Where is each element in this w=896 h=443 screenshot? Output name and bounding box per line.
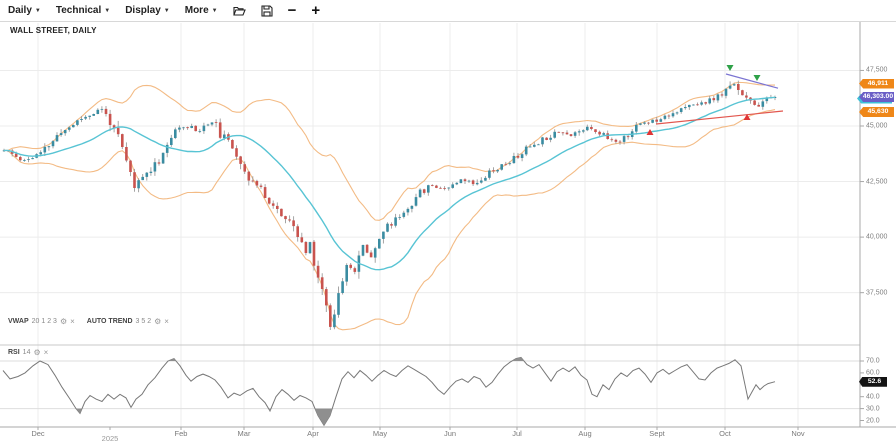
chevron-down-icon: ▼ (34, 7, 41, 14)
vwap-indicator: VWAP 20 1 2 3 ⚙ × (8, 317, 75, 326)
rsi-label: RSI (8, 349, 20, 356)
chevron-down-icon: ▼ (211, 7, 218, 14)
chevron-down-icon: ▼ (104, 7, 111, 14)
menu-more-label: More (184, 5, 209, 16)
rsi-value-badge: 52.6 (859, 376, 887, 387)
symbol-label: WALL STREET, DAILY (10, 26, 97, 35)
rsi-axis-label: 30.0 (866, 405, 880, 413)
rsi-indicator: RSI 14 ⚙ × (8, 348, 49, 357)
auto-trend-indicator: AUTO TREND 3 5 2 ⚙ × (86, 317, 169, 326)
open-folder-icon[interactable] (232, 5, 246, 17)
x-axis-month-label: Nov (791, 429, 805, 438)
price-axis-label: 40,000 (866, 233, 888, 241)
rsi-axis-label: 60.0 (866, 369, 880, 377)
vwap-settings-gear-icon[interactable]: ⚙ (59, 317, 68, 326)
x-axis-month-label: Jul (512, 429, 522, 438)
last-price-badge: 46,303.00 (859, 92, 894, 103)
chevron-down-icon: ▼ (163, 7, 170, 14)
price-axis-label: 42,500 (866, 178, 888, 186)
x-axis-month-label: Dec (31, 429, 45, 438)
x-axis-month-label: May (372, 429, 388, 438)
zoom-in-button[interactable]: + (311, 1, 321, 19)
auto-trend-close-icon[interactable]: × (164, 317, 169, 326)
price-axis-label: 47,500 (866, 66, 888, 74)
rsi-close-icon[interactable]: × (43, 348, 49, 357)
rsi-axis-label: 40.0 (866, 393, 880, 401)
rsi-params: 14 (22, 349, 31, 356)
auto-trend-settings-gear-icon[interactable]: ⚙ (154, 317, 162, 326)
price-axis-label: 37,500 (866, 289, 888, 297)
menu-timeframe[interactable]: Daily ▼ (8, 5, 41, 16)
x-axis-month-label: Jun (443, 429, 457, 438)
x-axis-month-label: Aug (578, 429, 592, 438)
vwap-params: 20 1 2 3 (31, 318, 57, 325)
vwap-close-icon[interactable]: × (70, 317, 75, 326)
x-axis-month-label: Sept (649, 429, 665, 438)
menu-technical-label: Technical (55, 5, 102, 16)
menu-timeframe-label: Daily (8, 5, 32, 16)
rsi-indicator-row: RSI 14 ⚙ × (8, 348, 56, 357)
vwap-label: VWAP (8, 318, 29, 325)
save-icon[interactable] (261, 4, 273, 17)
menu-display-label: Display (125, 5, 161, 16)
rsi-axis-label: 70.0 (866, 357, 880, 365)
x-axis-month-label: Oct (719, 429, 731, 438)
bollinger-upper-badge: 46,911 (859, 78, 894, 89)
price-axis-label: 45,000 (866, 122, 888, 130)
zoom-out-button[interactable]: − (287, 1, 297, 19)
chart-toolbar: Daily ▼ Technical ▼ Display ▼ More ▼ − + (0, 0, 896, 22)
x-axis-month-label: Apr (307, 429, 319, 438)
x-axis-year-label: 2025 (101, 433, 119, 443)
rsi-axis-label: 20.0 (866, 417, 880, 424)
menu-display[interactable]: Display ▼ (125, 5, 170, 16)
x-axis-month-label: Feb (174, 429, 188, 438)
menu-more[interactable]: More ▼ (185, 5, 218, 16)
menu-technical[interactable]: Technical ▼ (56, 5, 110, 16)
auto-trend-params: 3 5 2 (135, 318, 152, 325)
auto-trend-label: AUTO TREND (86, 318, 133, 325)
rsi-settings-gear-icon[interactable]: ⚙ (33, 348, 41, 357)
x-axis-month-label: Mar (237, 429, 251, 438)
overlay-indicator-row: VWAP 20 1 2 3 ⚙ × AUTO TREND 3 5 2 ⚙ × (8, 317, 177, 326)
bollinger-lower-badge: 45,630 (859, 107, 894, 117)
